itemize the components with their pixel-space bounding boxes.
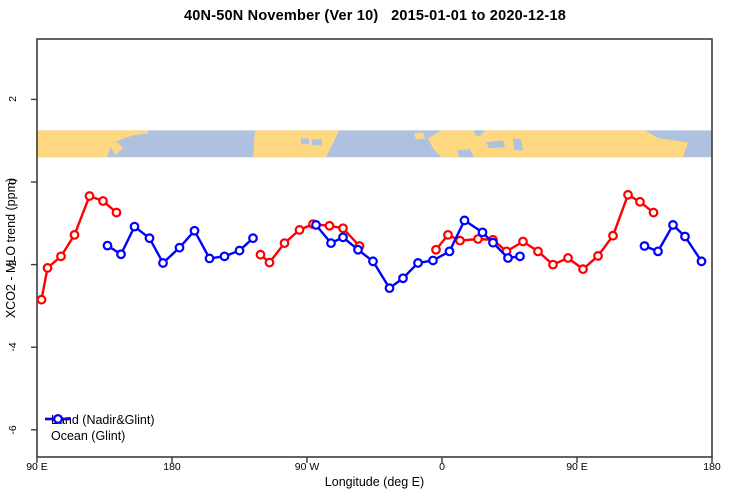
- data-point-ocean: [311, 220, 321, 230]
- x-tick-label: 0: [439, 461, 445, 473]
- data-point-ocean: [189, 225, 200, 236]
- y-tick-label: 2: [7, 96, 19, 103]
- data-point-land: [111, 207, 122, 218]
- y-axis-title: XCO2 - MLO trend (ppm): [4, 177, 18, 319]
- data-point-land: [635, 196, 645, 207]
- ocean-series-marker-icon: [45, 414, 71, 424]
- legend: Land (Nadir&Glint) Ocean (Glint): [44, 412, 155, 444]
- x-tick-label: 180: [163, 461, 181, 473]
- data-point-ocean: [353, 244, 363, 255]
- map-band-inland-water: [457, 149, 474, 158]
- data-point-land: [608, 230, 618, 241]
- data-point-land: [648, 207, 659, 218]
- legend-label-land: Land (Nadir&Glint): [51, 412, 155, 427]
- map-band-land: [110, 142, 123, 156]
- x-tick-label: 90 E: [566, 461, 588, 473]
- x-axis-title: Longitude (deg E): [324, 475, 425, 489]
- data-point-land: [324, 220, 335, 231]
- data-point-ocean: [234, 245, 245, 256]
- data-point-land: [548, 259, 558, 270]
- map-band-inland-water: [513, 138, 523, 151]
- data-point-land: [518, 236, 528, 247]
- data-point-ocean: [680, 231, 690, 242]
- data-point-ocean: [639, 241, 650, 251]
- data-point-ocean: [653, 246, 663, 257]
- data-point-ocean: [488, 237, 498, 248]
- x-tick-label: 180: [703, 461, 721, 473]
- legend-item-ocean: Ocean (Glint): [44, 414, 155, 444]
- plot-box: [36, 38, 713, 458]
- map-band-land: [253, 130, 339, 158]
- data-point-ocean: [668, 220, 678, 230]
- data-point-ocean: [174, 242, 185, 253]
- data-point-ocean: [144, 233, 155, 244]
- data-point-ocean: [204, 253, 215, 264]
- data-point-ocean: [219, 251, 230, 262]
- data-point-ocean: [696, 256, 707, 267]
- data-point-land: [443, 229, 453, 240]
- data-point-ocean: [248, 233, 258, 244]
- map-band-inland-water: [474, 130, 485, 137]
- data-point-land: [338, 223, 348, 234]
- map-band-inland-water: [301, 138, 309, 145]
- data-point-land: [98, 196, 108, 206]
- chart-title: 40N-50N November (Ver 10) 2015-01-01 to …: [184, 8, 566, 24]
- data-point-ocean: [428, 255, 438, 266]
- data-point-ocean: [368, 256, 378, 267]
- data-point-land: [42, 263, 53, 273]
- series-line-land: [435, 193, 655, 271]
- map-band-inland-water: [312, 139, 322, 146]
- data-point-ocean: [398, 273, 408, 284]
- series-line-ocean: [644, 223, 703, 262]
- data-point-ocean: [515, 251, 525, 262]
- data-point-ocean: [338, 232, 348, 243]
- data-point-ocean: [444, 246, 455, 257]
- data-point-ocean: [384, 283, 395, 294]
- x-tick-label: 90 E: [26, 461, 48, 473]
- data-point-land: [84, 191, 95, 201]
- data-point-land: [563, 253, 573, 263]
- data-point-land: [36, 294, 47, 305]
- data-point-land: [56, 251, 66, 262]
- data-point-land: [623, 189, 633, 200]
- data-point-land: [279, 238, 290, 249]
- data-point-land: [578, 264, 588, 275]
- map-band-land: [37, 130, 148, 158]
- map-band-inland-water: [486, 140, 505, 149]
- data-point-ocean: [158, 258, 168, 268]
- data-point-land: [431, 244, 441, 255]
- map-band-land: [414, 132, 425, 140]
- legend-label-ocean: Ocean (Glint): [51, 428, 126, 443]
- data-point-ocean: [326, 238, 336, 249]
- data-point-ocean: [116, 249, 126, 260]
- data-point-ocean: [129, 221, 140, 232]
- data-point-land: [294, 225, 305, 235]
- data-point-ocean: [503, 253, 513, 263]
- data-point-land: [473, 234, 483, 244]
- data-point-land: [533, 246, 543, 257]
- map-band-land: [428, 130, 688, 158]
- data-point-ocean: [413, 258, 423, 268]
- data-point-ocean: [459, 215, 470, 226]
- y-tick-label: -6: [7, 425, 19, 435]
- data-point-land: [593, 251, 603, 261]
- x-tick-label: 90 W: [294, 461, 320, 473]
- data-point-land: [264, 257, 275, 268]
- data-point-land: [69, 229, 80, 240]
- data-point-ocean: [477, 227, 488, 238]
- data-point-land: [255, 249, 266, 260]
- data-point-land: [455, 235, 465, 246]
- data-point-ocean: [102, 240, 113, 251]
